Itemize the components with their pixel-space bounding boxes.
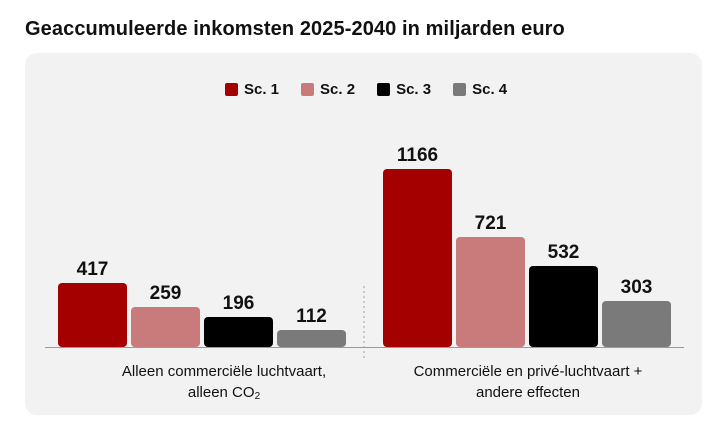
bar-sc1-group1 <box>58 283 127 347</box>
category-label-right-line2: andere effecten <box>476 384 580 401</box>
category-label-right-line1: Commerciële en privé-luchtvaart + <box>413 363 643 380</box>
category-label-left-line1: Alleen commerciële luchtvaart, <box>121 363 327 380</box>
data-label-sc2-group2: 721 <box>475 213 507 234</box>
legend-label-sc1: Sc. 1 <box>244 81 280 98</box>
data-label-sc1-group2: 1166 <box>397 145 438 166</box>
legend-item-sc1: Sc. 1 <box>225 81 279 98</box>
bar-sc1-group2 <box>383 169 452 347</box>
legend-swatch-sc4 <box>453 83 467 96</box>
category-label-left-sub: 2 <box>254 391 261 402</box>
data-label-sc3-group2: 532 <box>548 242 580 263</box>
legend-label-sc4: Sc. 4 <box>472 81 508 98</box>
chart-title: Geaccumuleerde inkomsten 2025-2040 in mi… <box>25 18 565 40</box>
data-label-sc1-group1: 417 <box>77 259 109 280</box>
bar-sc4-group1 <box>277 330 346 347</box>
data-label-sc2-group1: 259 <box>150 283 182 304</box>
bar-sc2-group2 <box>456 237 525 347</box>
category-label-left-line2: alleen CO2 <box>44 382 404 407</box>
legend-item-sc3: Sc. 3 <box>377 81 431 98</box>
bar-sc4-group2 <box>602 301 671 347</box>
bar-sc3-group2 <box>529 266 598 347</box>
category-label-right: Commerciële en privé-luchtvaart + andere… <box>348 361 708 403</box>
bar-sc3-group1 <box>204 317 273 347</box>
legend-label-sc3: Sc. 3 <box>396 81 432 98</box>
data-label-sc3-group1: 196 <box>223 293 255 314</box>
data-label-sc4-group1: 112 <box>296 306 327 327</box>
category-label-left-co: alleen CO <box>187 384 255 401</box>
legend: Sc. 1 Sc. 2 Sc. 3 Sc. 4 <box>225 81 529 98</box>
legend-swatch-sc1 <box>225 83 238 96</box>
legend-item-sc2: Sc. 2 <box>301 81 355 98</box>
legend-label-sc2: Sc. 2 <box>320 81 356 98</box>
data-label-sc4-group2: 303 <box>621 277 653 298</box>
category-label-left: Alleen commerciële luchtvaart, alleen CO… <box>44 361 404 407</box>
legend-swatch-sc2 <box>301 83 315 96</box>
legend-swatch-sc3 <box>377 83 391 96</box>
legend-item-sc4: Sc. 4 <box>453 81 507 98</box>
bar-sc2-group1 <box>131 307 200 347</box>
chart-panel: Sc. 1 Sc. 2 Sc. 3 Sc. 4 <box>25 53 702 415</box>
